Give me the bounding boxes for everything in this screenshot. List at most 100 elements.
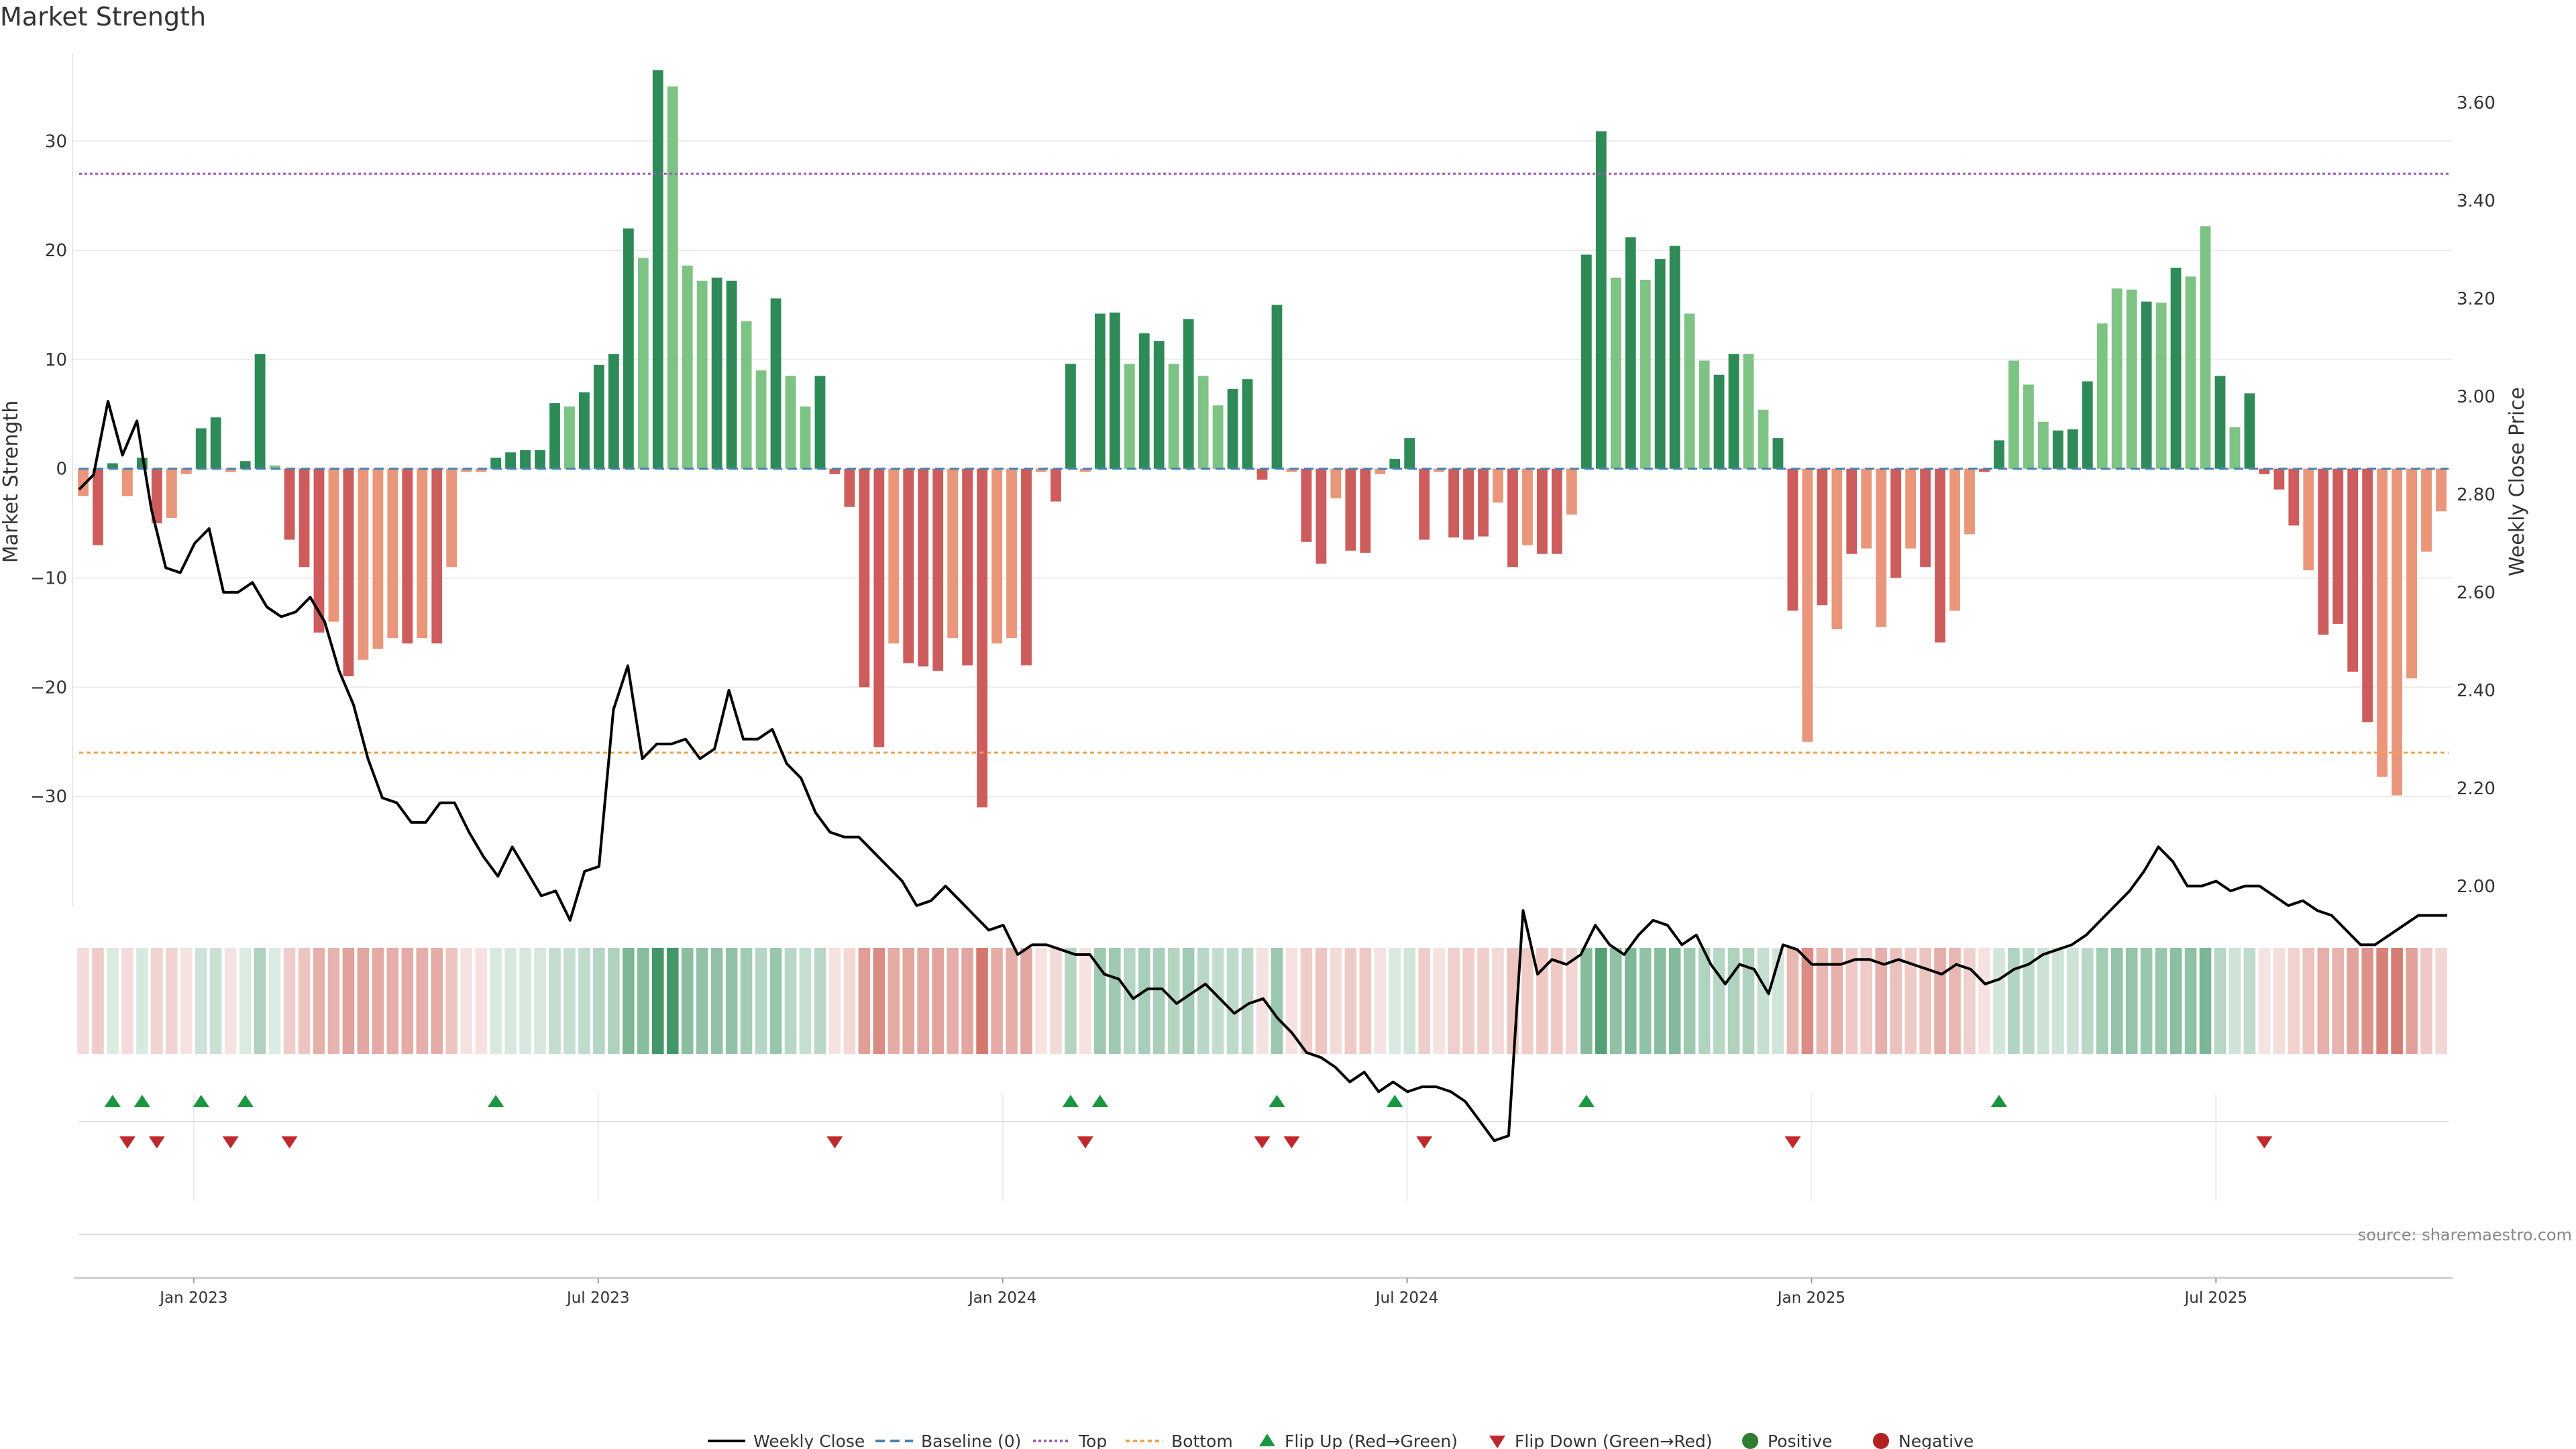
strength-bar <box>2421 468 2432 552</box>
heat-cell <box>725 948 738 1054</box>
flip-down-marker <box>1784 1136 1801 1148</box>
heat-cell <box>313 948 325 1054</box>
heat-cell <box>1875 948 1887 1054</box>
gridlines <box>72 54 2453 1279</box>
heat-cell <box>180 948 193 1054</box>
strength-bar <box>269 465 280 469</box>
strength-bar <box>1227 388 1238 469</box>
heat-cell <box>534 948 546 1054</box>
heat-cell <box>1271 948 1283 1054</box>
heat-cell <box>1860 948 1873 1054</box>
strength-bar <box>1212 405 1224 469</box>
heat-cell <box>475 948 487 1054</box>
strength-bar <box>151 468 162 524</box>
legend-label: Top <box>1078 1432 1107 1449</box>
strength-bar <box>2362 468 2373 722</box>
heat-cell <box>549 948 561 1054</box>
strength-bar <box>1861 468 1872 549</box>
flip-down-marker <box>1077 1136 1093 1148</box>
legend-label: Negative <box>1898 1432 1974 1449</box>
strength-bar <box>1787 468 1799 611</box>
heat-cell <box>1344 948 1357 1054</box>
strength-bar <box>476 468 487 472</box>
heat-cell <box>843 948 856 1054</box>
strength-bar <box>93 468 103 545</box>
strength-bar <box>918 468 929 667</box>
legend-label: Baseline (0) <box>921 1432 1021 1449</box>
heat-cell <box>1683 948 1696 1054</box>
heat-cell <box>1949 948 1961 1054</box>
heat-cell <box>372 948 384 1054</box>
x-tick-label: Jul 2024 <box>1375 1289 1439 1307</box>
strength-bar <box>1197 376 1209 469</box>
heat-cell <box>2332 948 2345 1054</box>
strength-bar <box>1713 374 1725 469</box>
strength-bar <box>358 468 369 660</box>
y2-axis-label: Weekly Close Price <box>2506 387 2529 576</box>
strength-bar <box>2332 468 2344 624</box>
heat-cell <box>2391 948 2403 1054</box>
heat-cell <box>769 948 782 1054</box>
strength-bars <box>78 70 2447 808</box>
heat-cell <box>564 948 576 1054</box>
heat-cell <box>1035 948 1047 1054</box>
strength-bar <box>932 468 944 671</box>
heat-cell <box>1212 948 1224 1054</box>
y-axis-right-ticks: 2.00 2.20 2.40 2.60 2.80 3.00 3.20 3.40 3.60 <box>2457 93 2496 897</box>
legend-item: Baseline (0) <box>875 1432 1021 1449</box>
strength-bar <box>121 468 133 496</box>
strength-bar <box>2406 468 2417 679</box>
y2-tick-label: 2.60 <box>2457 583 2496 603</box>
strength-bar <box>2303 468 2314 571</box>
strength-bar <box>741 321 752 469</box>
strength-bar <box>1330 468 1342 498</box>
strength-bar <box>637 258 649 469</box>
strength-bar <box>1905 468 1917 549</box>
strength-bar <box>888 468 900 644</box>
heat-cell <box>1065 948 1077 1054</box>
strength-bar <box>343 468 354 677</box>
strength-bar <box>2067 429 2078 469</box>
heat-cell <box>1182 948 1195 1054</box>
heat-cell <box>2302 948 2315 1054</box>
strength-bar <box>2436 468 2447 512</box>
heat-cell <box>902 948 915 1054</box>
heat-cell <box>1978 948 1990 1054</box>
legend-item: Negative <box>1873 1432 1974 1449</box>
heat-cell <box>2184 948 2197 1054</box>
strength-bar <box>1890 468 1902 578</box>
strength-bar <box>2259 468 2270 474</box>
strength-bar <box>623 228 634 469</box>
strength-bar <box>1301 468 1312 542</box>
heat-cell <box>1668 948 1681 1054</box>
strength-bar <box>1404 438 1415 469</box>
x-tick-label: Jul 2023 <box>566 1289 630 1307</box>
strength-bar <box>1802 468 1813 742</box>
strength-bar <box>1493 468 1503 503</box>
strength-bar <box>180 468 192 474</box>
heat-cell <box>1639 948 1652 1054</box>
heat-cell <box>445 948 458 1054</box>
strength-bar <box>1551 468 1562 554</box>
strength-bar <box>1079 468 1091 472</box>
y2-tick-label: 3.00 <box>2457 387 2496 407</box>
heat-cell <box>784 948 797 1054</box>
strength-bar <box>564 406 575 469</box>
y-tick-label: 30 <box>45 131 67 152</box>
heat-cell <box>504 948 517 1054</box>
heat-cell <box>991 948 1003 1054</box>
strength-bar <box>461 468 472 472</box>
strength-bar <box>1831 468 1843 630</box>
source-note: source: sharemaestro.com <box>2358 1226 2572 1244</box>
y2-tick-label: 2.80 <box>2457 485 2496 505</box>
strength-bar <box>1124 364 1135 469</box>
strength-bar <box>2155 303 2167 469</box>
heat-cell <box>2199 948 2212 1054</box>
heat-cell <box>107 948 119 1054</box>
strength-bar <box>1817 468 1828 606</box>
heat-cell <box>1020 948 1032 1054</box>
strength-bar <box>1920 468 1931 568</box>
strength-bar <box>696 280 708 469</box>
y2-tick-label: 3.60 <box>2457 93 2496 113</box>
heat-cell <box>593 948 605 1054</box>
